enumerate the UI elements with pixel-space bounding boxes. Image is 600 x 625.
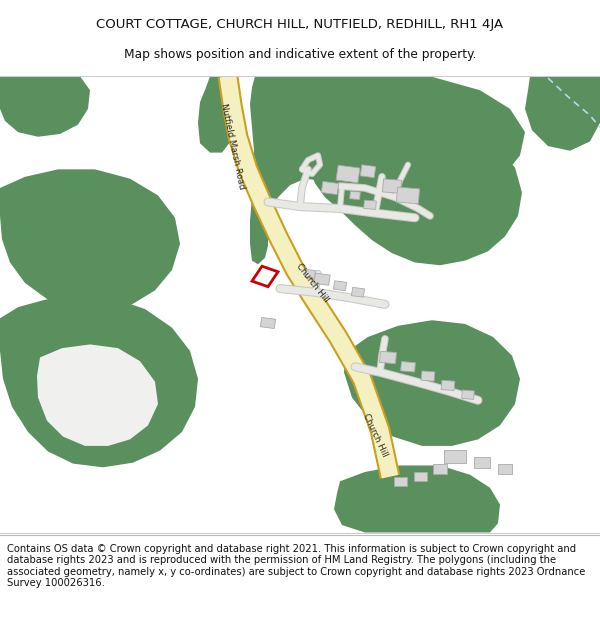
- Bar: [421, 371, 435, 381]
- Bar: [314, 273, 330, 285]
- Bar: [336, 165, 360, 183]
- Bar: [474, 457, 490, 468]
- Polygon shape: [37, 344, 158, 446]
- Polygon shape: [334, 466, 500, 532]
- Polygon shape: [0, 169, 180, 311]
- Bar: [444, 449, 466, 462]
- Bar: [413, 472, 427, 481]
- Bar: [352, 288, 365, 298]
- Text: COURT COTTAGE, CHURCH HILL, NUTFIELD, REDHILL, RH1 4JA: COURT COTTAGE, CHURCH HILL, NUTFIELD, RE…: [97, 18, 503, 31]
- Bar: [380, 351, 397, 364]
- Bar: [441, 380, 455, 391]
- Bar: [498, 464, 512, 474]
- Bar: [401, 361, 415, 372]
- Polygon shape: [198, 76, 238, 152]
- Polygon shape: [525, 76, 600, 151]
- Text: Church Hill: Church Hill: [294, 262, 330, 304]
- Text: Map shows position and indicative extent of the property.: Map shows position and indicative extent…: [124, 48, 476, 61]
- Polygon shape: [308, 122, 522, 265]
- Bar: [304, 269, 316, 278]
- Bar: [461, 390, 475, 399]
- Bar: [321, 181, 339, 194]
- Text: Church Hill: Church Hill: [361, 412, 389, 458]
- Text: Nutfield Marsh Road: Nutfield Marsh Road: [220, 102, 247, 190]
- Bar: [260, 318, 275, 329]
- Polygon shape: [0, 295, 198, 468]
- Bar: [382, 179, 401, 193]
- Bar: [394, 477, 407, 486]
- Polygon shape: [344, 320, 520, 446]
- Polygon shape: [250, 76, 525, 264]
- Polygon shape: [0, 76, 90, 137]
- Bar: [364, 200, 376, 209]
- Bar: [360, 165, 376, 177]
- Bar: [397, 187, 419, 204]
- Bar: [334, 281, 347, 291]
- Text: Contains OS data © Crown copyright and database right 2021. This information is : Contains OS data © Crown copyright and d…: [7, 544, 586, 588]
- Bar: [350, 191, 361, 199]
- Bar: [433, 464, 447, 474]
